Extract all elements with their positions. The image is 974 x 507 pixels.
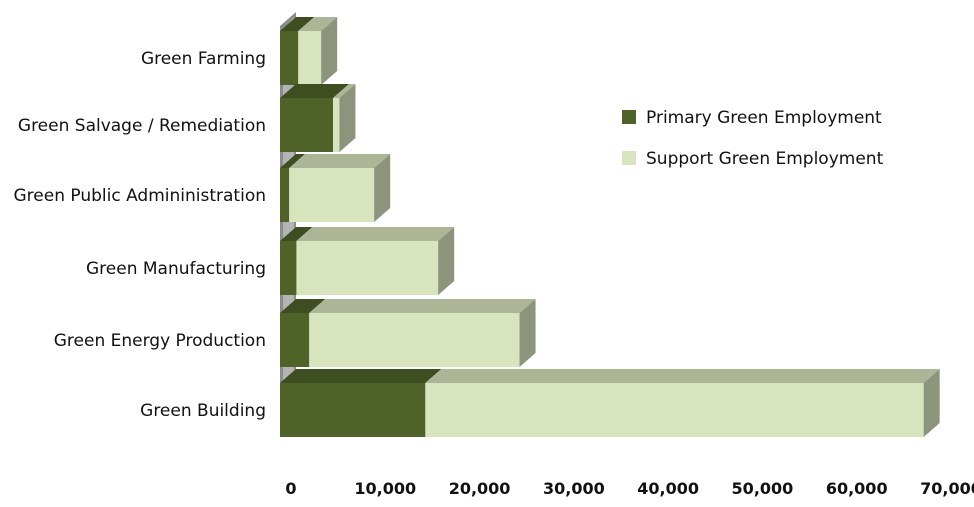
- legend-label: Support Green Employment: [646, 149, 884, 169]
- bar-primary: [280, 31, 299, 85]
- legend-swatch: [622, 110, 636, 124]
- bar-top-face: [280, 299, 326, 313]
- bar-primary: [280, 313, 310, 367]
- bar-top-face: [425, 369, 940, 383]
- category-label: Green Salvage / Remediation: [18, 116, 266, 136]
- bar-top-face: [280, 369, 442, 383]
- category-label: Green Energy Production: [54, 331, 266, 351]
- bar-top-face: [280, 154, 306, 168]
- bar-support: [298, 31, 322, 85]
- bar-top-face: [289, 154, 391, 168]
- bar-side-face: [374, 154, 391, 222]
- bar-support: [425, 383, 924, 437]
- bar-top-face: [280, 84, 350, 98]
- bar-side-face: [923, 369, 940, 437]
- bar-support: [289, 168, 375, 222]
- bar-support: [296, 241, 439, 295]
- bar-primary: [280, 98, 334, 152]
- bar-top-face: [309, 299, 536, 313]
- category-label: Green Manufacturing: [86, 259, 266, 279]
- legend-label: Primary Green Employment: [646, 108, 882, 128]
- category-label: Green Farming: [141, 49, 266, 69]
- x-tick-label: 40,000: [637, 479, 699, 498]
- bar-support: [333, 98, 340, 152]
- category-label: Green Building: [140, 401, 266, 421]
- bar-top-face: [298, 17, 338, 31]
- bar-top-face: [280, 17, 315, 31]
- bar-top-face: [333, 84, 356, 98]
- bar-primary: [280, 241, 297, 295]
- bar-side-face: [321, 17, 338, 85]
- bar-primary: [280, 168, 290, 222]
- category-label: Green Public Admininistration: [14, 186, 267, 206]
- legend-swatch: [622, 151, 636, 165]
- x-tick-label: 30,000: [543, 479, 605, 498]
- x-tick-label: 50,000: [732, 479, 794, 498]
- x-tick-label: 20,000: [449, 479, 511, 498]
- x-tick-label: 10,000: [354, 479, 416, 498]
- bar-primary: [280, 383, 426, 437]
- x-tick-label: 0: [285, 479, 296, 498]
- bar-side-face: [438, 227, 455, 295]
- bar-top-face: [296, 227, 455, 241]
- bar-side-face: [339, 84, 356, 152]
- bar-top-face: [280, 227, 313, 241]
- bar-support: [309, 313, 520, 367]
- x-tick-label: 70,000: [920, 479, 974, 498]
- x-tick-label: 60,000: [826, 479, 888, 498]
- bar-side-face: [519, 299, 536, 367]
